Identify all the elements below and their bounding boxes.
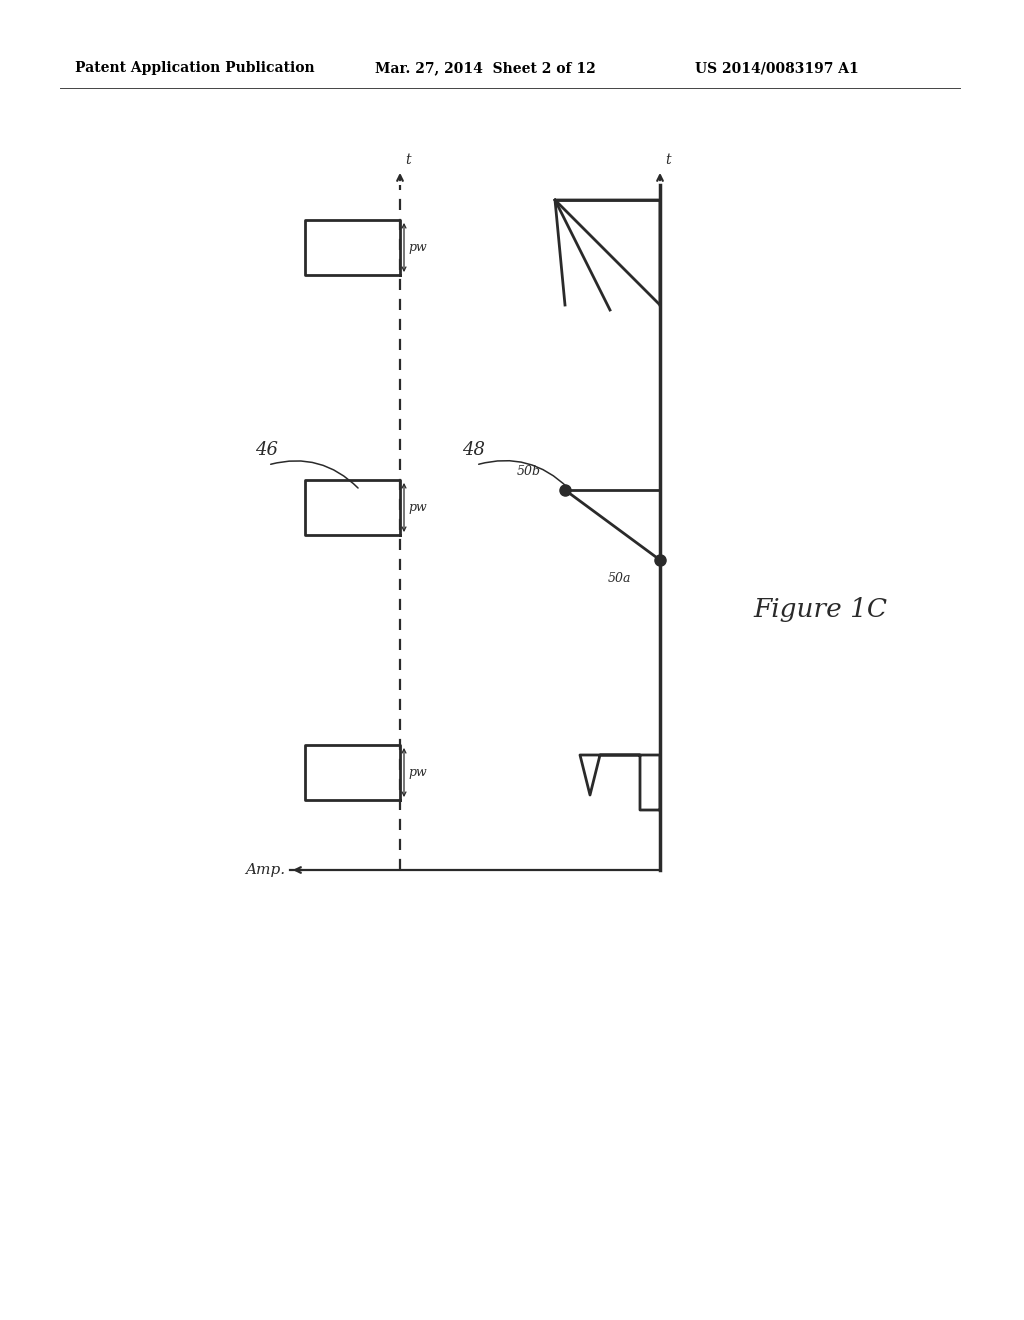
Text: Figure 1C: Figure 1C bbox=[753, 598, 887, 623]
Text: US 2014/0083197 A1: US 2014/0083197 A1 bbox=[695, 61, 859, 75]
Text: Amp.: Amp. bbox=[245, 863, 285, 876]
Text: 50b: 50b bbox=[517, 465, 541, 478]
Text: t: t bbox=[406, 153, 411, 168]
Text: 46: 46 bbox=[255, 441, 278, 459]
Text: pw: pw bbox=[408, 766, 427, 779]
Text: t: t bbox=[665, 153, 671, 168]
Text: pw: pw bbox=[408, 242, 427, 253]
Text: pw: pw bbox=[408, 502, 427, 513]
Text: Mar. 27, 2014  Sheet 2 of 12: Mar. 27, 2014 Sheet 2 of 12 bbox=[375, 61, 596, 75]
Text: Patent Application Publication: Patent Application Publication bbox=[75, 61, 314, 75]
Text: 48: 48 bbox=[462, 441, 485, 459]
Text: 50a: 50a bbox=[608, 572, 632, 585]
